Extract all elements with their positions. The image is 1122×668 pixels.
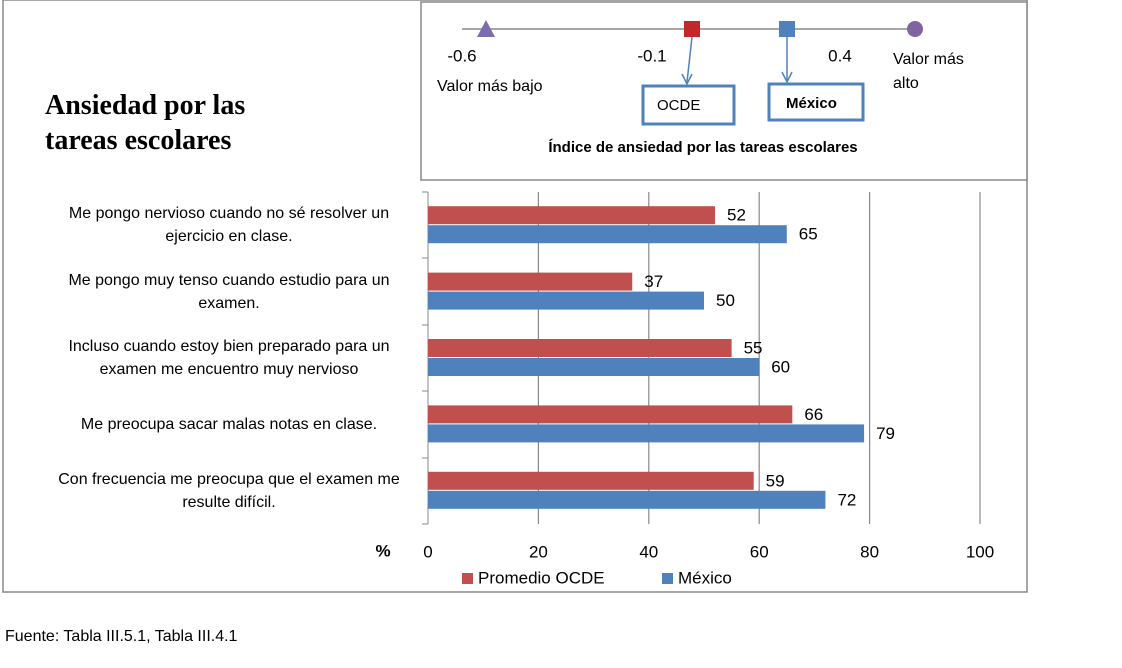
x-axis-label: % (375, 541, 390, 560)
bar (428, 206, 716, 225)
data-label: 37 (644, 272, 663, 291)
data-label: 50 (716, 291, 735, 310)
category-label: Incluso cuando estoy bien preparado para… (68, 338, 390, 378)
data-label: 55 (744, 338, 763, 357)
x-tick-label: 60 (750, 542, 769, 561)
data-label: 79 (876, 424, 895, 443)
highest-marker (907, 21, 923, 37)
lowest-label: Valor más bajo (437, 78, 543, 95)
bar (428, 358, 760, 376)
page-title: Ansiedad por las tareas escolares (45, 90, 246, 156)
index-title: Índice de ansiedad por las tareas escola… (548, 139, 857, 156)
arrow-head (781, 71, 793, 84)
category-label: Me preocupa sacar malas notas en clase. (80, 415, 378, 433)
bar (428, 225, 787, 244)
outer-frame (2, 0, 1028, 593)
arrow-head (681, 73, 693, 86)
bar (428, 272, 633, 291)
legend-label: Promedio OCDE (478, 568, 605, 587)
category-label: Me pongo muy tenso cuando estudio para u… (68, 271, 390, 312)
data-label: 72 (837, 490, 856, 509)
category-label: Me pongo nervioso cuando no sé resolver … (68, 205, 390, 246)
x-tick-label: 0 (423, 542, 432, 561)
data-label: 59 (766, 471, 785, 490)
data-label: 52 (727, 206, 746, 225)
mexico-label: México (786, 95, 837, 112)
x-tick-label: 40 (639, 542, 658, 561)
ocde-marker (684, 21, 700, 37)
source: Fuente: Tabla III.5.1, Tabla III.4.1 (5, 628, 238, 645)
bar (428, 339, 732, 357)
lowest-marker (477, 20, 495, 37)
x-tick-label: 20 (529, 542, 548, 561)
x-tick-label: 80 (860, 542, 879, 561)
legend-label: México (678, 568, 732, 587)
bar (428, 490, 826, 509)
bar (428, 291, 704, 310)
data-label: 66 (804, 405, 823, 424)
data-label: 65 (799, 225, 818, 244)
index-label: -0.1 (637, 46, 666, 65)
bar (428, 471, 754, 490)
arrow (686, 36, 693, 83)
bar (428, 405, 793, 424)
legend-swatch (662, 573, 673, 584)
category-label: Con frecuencia me preocupa que el examen… (58, 470, 400, 511)
index-label: -0.6 (447, 46, 476, 65)
mexico-box (767, 82, 865, 122)
index-label: 0.4 (828, 46, 852, 65)
x-tick-label: 100 (966, 542, 994, 561)
mexico-marker (779, 21, 795, 37)
bar (428, 424, 865, 443)
y-axis-ticks (422, 191, 429, 525)
ocde-box (641, 84, 736, 126)
ocde-label: OCDE (657, 97, 700, 114)
legend-swatch (462, 573, 473, 584)
data-label: 60 (771, 357, 790, 376)
highest-label: Valor más alto (893, 51, 964, 92)
index-box (420, 1, 1028, 181)
